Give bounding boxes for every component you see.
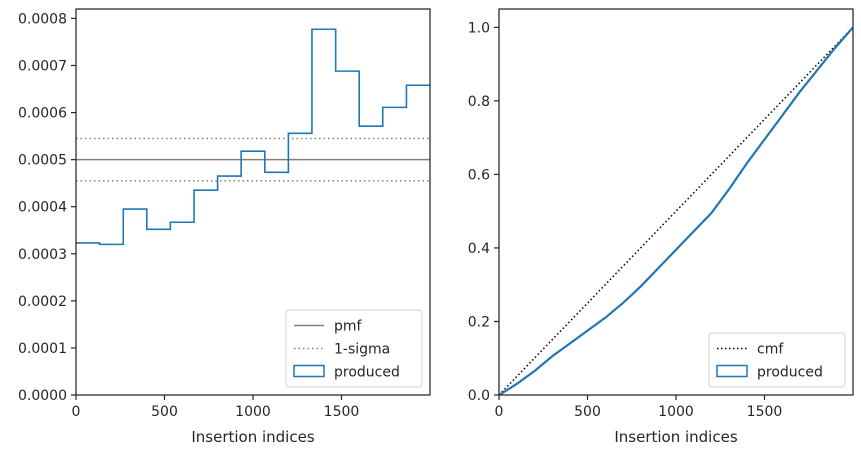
legend-produced-label: produced bbox=[757, 365, 823, 381]
legend: pmf 1-sigma produced bbox=[285, 309, 423, 388]
y-tick-label: 0.0004 bbox=[18, 200, 67, 216]
legend-1-sigma-label: 1-sigma bbox=[334, 342, 390, 358]
x-tick-label: 1000 bbox=[658, 404, 694, 420]
x-tick-label: 0 bbox=[72, 404, 81, 420]
cmf-series bbox=[499, 26, 853, 395]
plot-area bbox=[76, 28, 430, 246]
legend-produced-label: produced bbox=[334, 365, 400, 381]
legend-pmf-label: pmf bbox=[334, 319, 363, 335]
y-tick-label: 0.4 bbox=[468, 241, 490, 257]
y-tick-label: 1.0 bbox=[468, 20, 490, 36]
x-axis-label: Insertion indices bbox=[614, 428, 737, 446]
legend-box bbox=[708, 332, 846, 388]
legend-box bbox=[285, 309, 423, 388]
produced-series bbox=[499, 26, 853, 395]
x-tick-label: 500 bbox=[151, 404, 178, 420]
legend-produced-swatch bbox=[716, 364, 748, 378]
left-panel: 0 500 1000 1500 0.0000 0.0001 0.0002 0.0003 0.00… bbox=[18, 8, 431, 446]
y-tick-label: 0.0000 bbox=[18, 388, 67, 404]
y-tick-label: 0.0001 bbox=[18, 341, 67, 357]
x-axis-label: Insertion indices bbox=[191, 428, 314, 446]
y-tick-label: 0.0008 bbox=[18, 11, 67, 27]
legend-produced-swatch bbox=[293, 364, 325, 378]
legend: cmf produced bbox=[708, 332, 846, 388]
y-tick-label: 0.6 bbox=[468, 167, 490, 183]
plot-area bbox=[499, 26, 853, 395]
y-tick-label: 0.2 bbox=[468, 314, 490, 330]
y-tick-label: 0.0002 bbox=[18, 294, 67, 310]
y-tick-label: 0.0007 bbox=[18, 58, 67, 74]
x-tick-label: 1500 bbox=[324, 404, 360, 420]
x-tick-label: 0 bbox=[495, 404, 504, 420]
produced-series bbox=[76, 28, 430, 246]
y-tick-label: 0.0005 bbox=[18, 153, 67, 169]
right-panel: 0 500 1000 1500 0.0 0.2 0.4 0.6 0.8 1.0 Insertion … bbox=[468, 8, 854, 446]
y-tick-label: 0.8 bbox=[468, 94, 490, 110]
y-tick-label: 0.0006 bbox=[18, 106, 67, 122]
x-tick-label: 1000 bbox=[235, 404, 271, 420]
y-tick-label: 0.0003 bbox=[18, 247, 67, 263]
legend-cmf-label: cmf bbox=[757, 342, 784, 358]
x-tick-label: 500 bbox=[574, 404, 601, 420]
x-tick-label: 1500 bbox=[747, 404, 783, 420]
y-tick-label: 0.0 bbox=[468, 388, 490, 404]
